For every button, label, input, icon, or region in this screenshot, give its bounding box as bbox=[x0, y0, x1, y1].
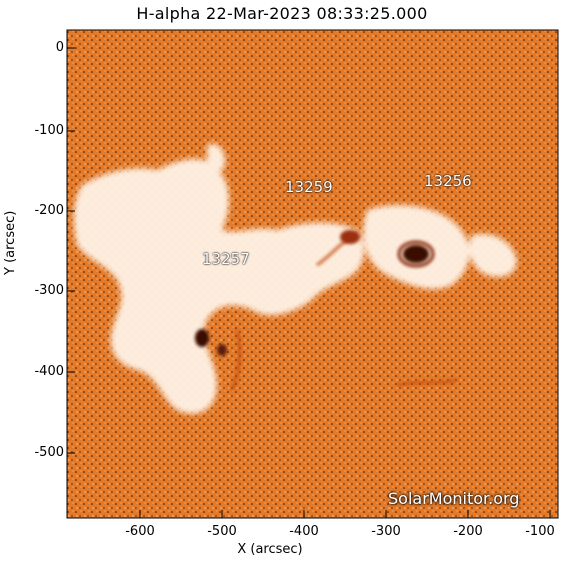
y-tick-label: -500 bbox=[34, 445, 64, 460]
x-tick-label: -400 bbox=[289, 524, 319, 539]
y-tick-label: 0 bbox=[55, 40, 64, 55]
active-region-label: 13256 bbox=[424, 172, 472, 190]
x-tick-label: -100 bbox=[525, 524, 555, 539]
x-tick-label: -600 bbox=[125, 524, 155, 539]
x-tick-label: -200 bbox=[453, 524, 483, 539]
x-tick-label: -500 bbox=[207, 524, 237, 539]
y-tick-label: -200 bbox=[34, 203, 64, 218]
active-region-label: 13259 bbox=[285, 178, 333, 196]
y-axis-label: Y (arcsec) bbox=[3, 210, 18, 275]
x-axis-label: X (arcsec) bbox=[237, 542, 303, 557]
y-tick-label: -300 bbox=[34, 283, 64, 298]
halpha-image bbox=[67, 30, 558, 518]
image-title: H-alpha 22-Mar-2023 08:33:25.000 bbox=[136, 4, 428, 23]
active-region-label: 13257 bbox=[202, 250, 250, 268]
watermark-text: SolarMonitor.org bbox=[388, 489, 520, 508]
x-tick-label: -300 bbox=[371, 524, 401, 539]
y-tick-label: -400 bbox=[34, 364, 64, 379]
y-tick-label: -100 bbox=[34, 123, 64, 138]
